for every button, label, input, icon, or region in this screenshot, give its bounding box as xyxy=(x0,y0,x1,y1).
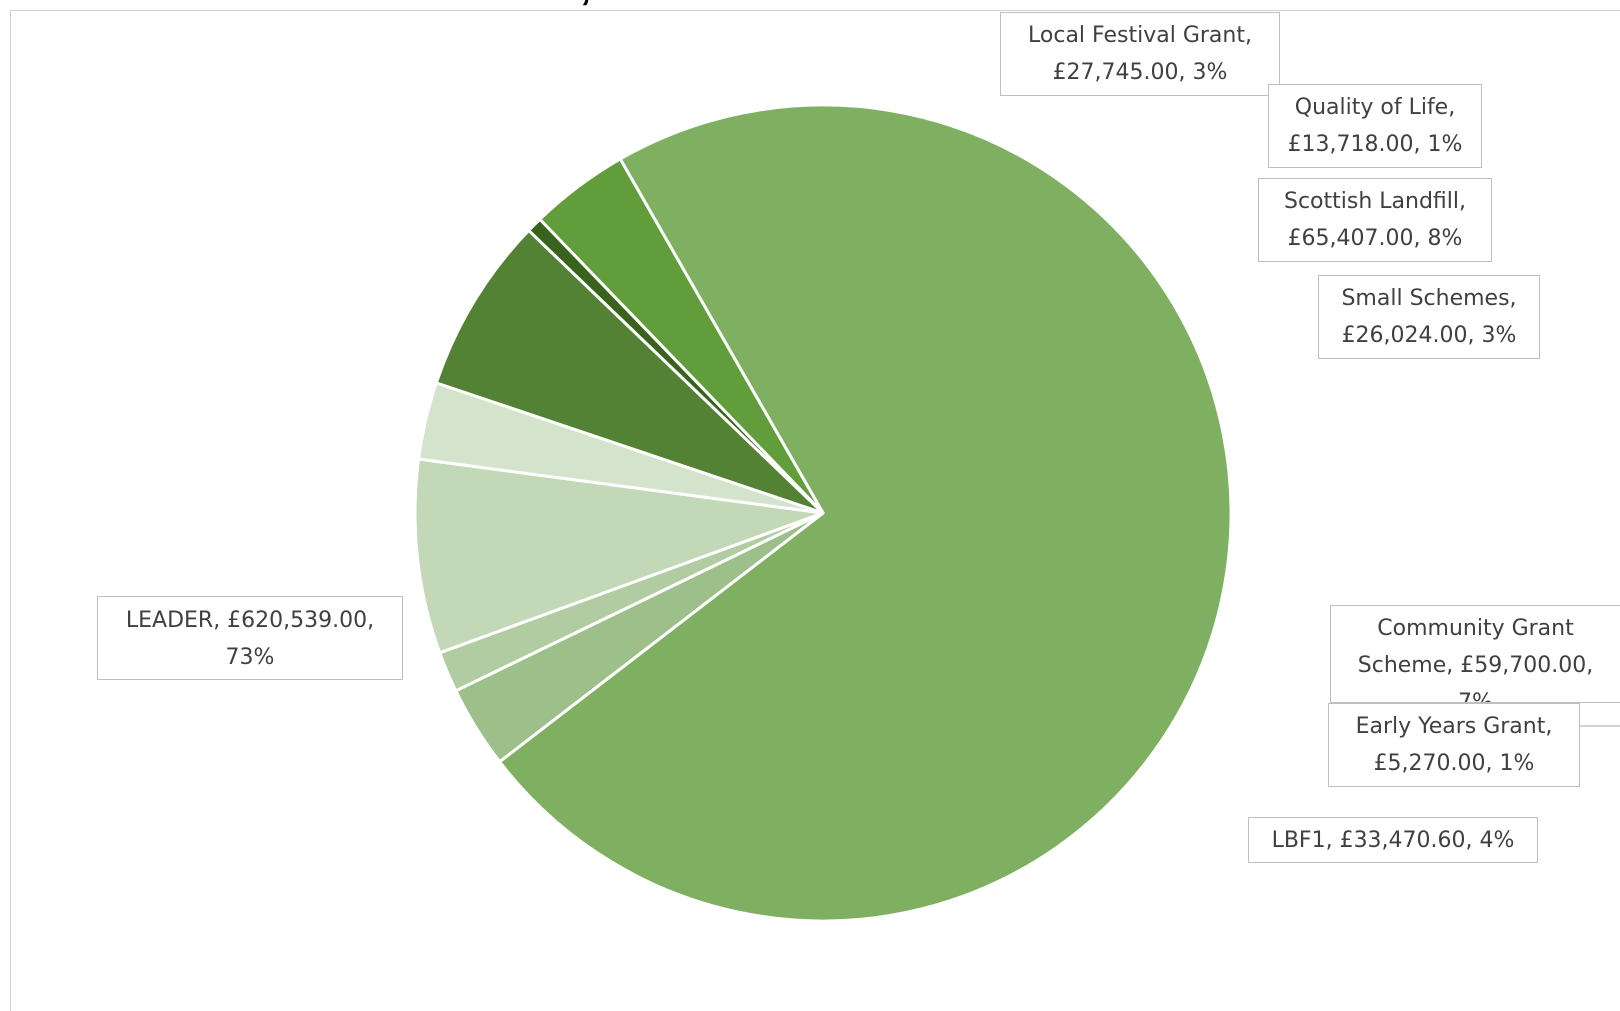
data-label-scottish-landfill-line1: Scottish Landfill, xyxy=(1283,189,1466,214)
data-label-early-years-line1: Early Years Grant, xyxy=(1355,714,1553,739)
pie-slice-community-grant-scheme xyxy=(434,228,825,515)
data-label-quality-of-life-line1: Quality of Life, xyxy=(1294,95,1456,120)
data-label-quality-of-life: Quality of Life, £13,718.00, 1% xyxy=(1268,84,1482,168)
data-label-scottish-landfill: Scottish Landfill, £65,407.00, 8% xyxy=(1258,178,1492,262)
data-label-leader-line2: 73% xyxy=(225,645,275,670)
data-label-small-schemes-line2: £26,024.00, 3% xyxy=(1341,323,1517,348)
data-label-community-grant-line2: Scheme, £59,700.00, xyxy=(1357,653,1594,678)
data-label-local-festival-grant: Local Festival Grant, £27,745.00, 3% xyxy=(1000,12,1280,96)
data-label-local-festival-line2: £27,745.00, 3% xyxy=(1052,60,1228,85)
data-label-lbf1-line1: LBF1, £33,470.60, 4% xyxy=(1271,828,1515,853)
chart-frame-top xyxy=(10,10,1620,11)
data-label-scottish-landfill-line2: £65,407.00, 8% xyxy=(1287,226,1463,251)
pie-slice-scottish-landfill xyxy=(413,457,825,655)
data-label-early-years-grant: Early Years Grant, £5,270.00, 1% xyxy=(1328,703,1580,787)
chart-frame-left xyxy=(10,10,11,1011)
data-label-early-years-line2: £5,270.00, 1% xyxy=(1373,751,1535,776)
chart-title-fragment: , £ xyxy=(580,0,1480,14)
data-label-lbf1: LBF1, £33,470.60, 4% xyxy=(1248,817,1538,863)
data-label-small-schemes: Small Schemes, £26,024.00, 3% xyxy=(1318,275,1540,359)
data-label-small-schemes-line1: Small Schemes, xyxy=(1341,286,1517,311)
data-label-leader-line1: LEADER, £620,539.00, xyxy=(125,608,375,633)
pie-slice-lbf1 xyxy=(538,157,825,515)
data-label-leader: LEADER, £620,539.00, 73% xyxy=(97,596,403,680)
data-label-community-grant-line1: Community Grant xyxy=(1377,616,1574,641)
data-label-quality-of-life-line2: £13,718.00, 1% xyxy=(1287,132,1463,157)
pie-slice-leader xyxy=(498,103,1233,923)
data-label-community-grant-scheme: Community Grant Scheme, £59,700.00, 7% xyxy=(1330,605,1620,703)
data-label-local-festival-line1: Local Festival Grant, xyxy=(1028,23,1252,48)
data-label-community-grant-line3: 7% xyxy=(1458,690,1493,703)
